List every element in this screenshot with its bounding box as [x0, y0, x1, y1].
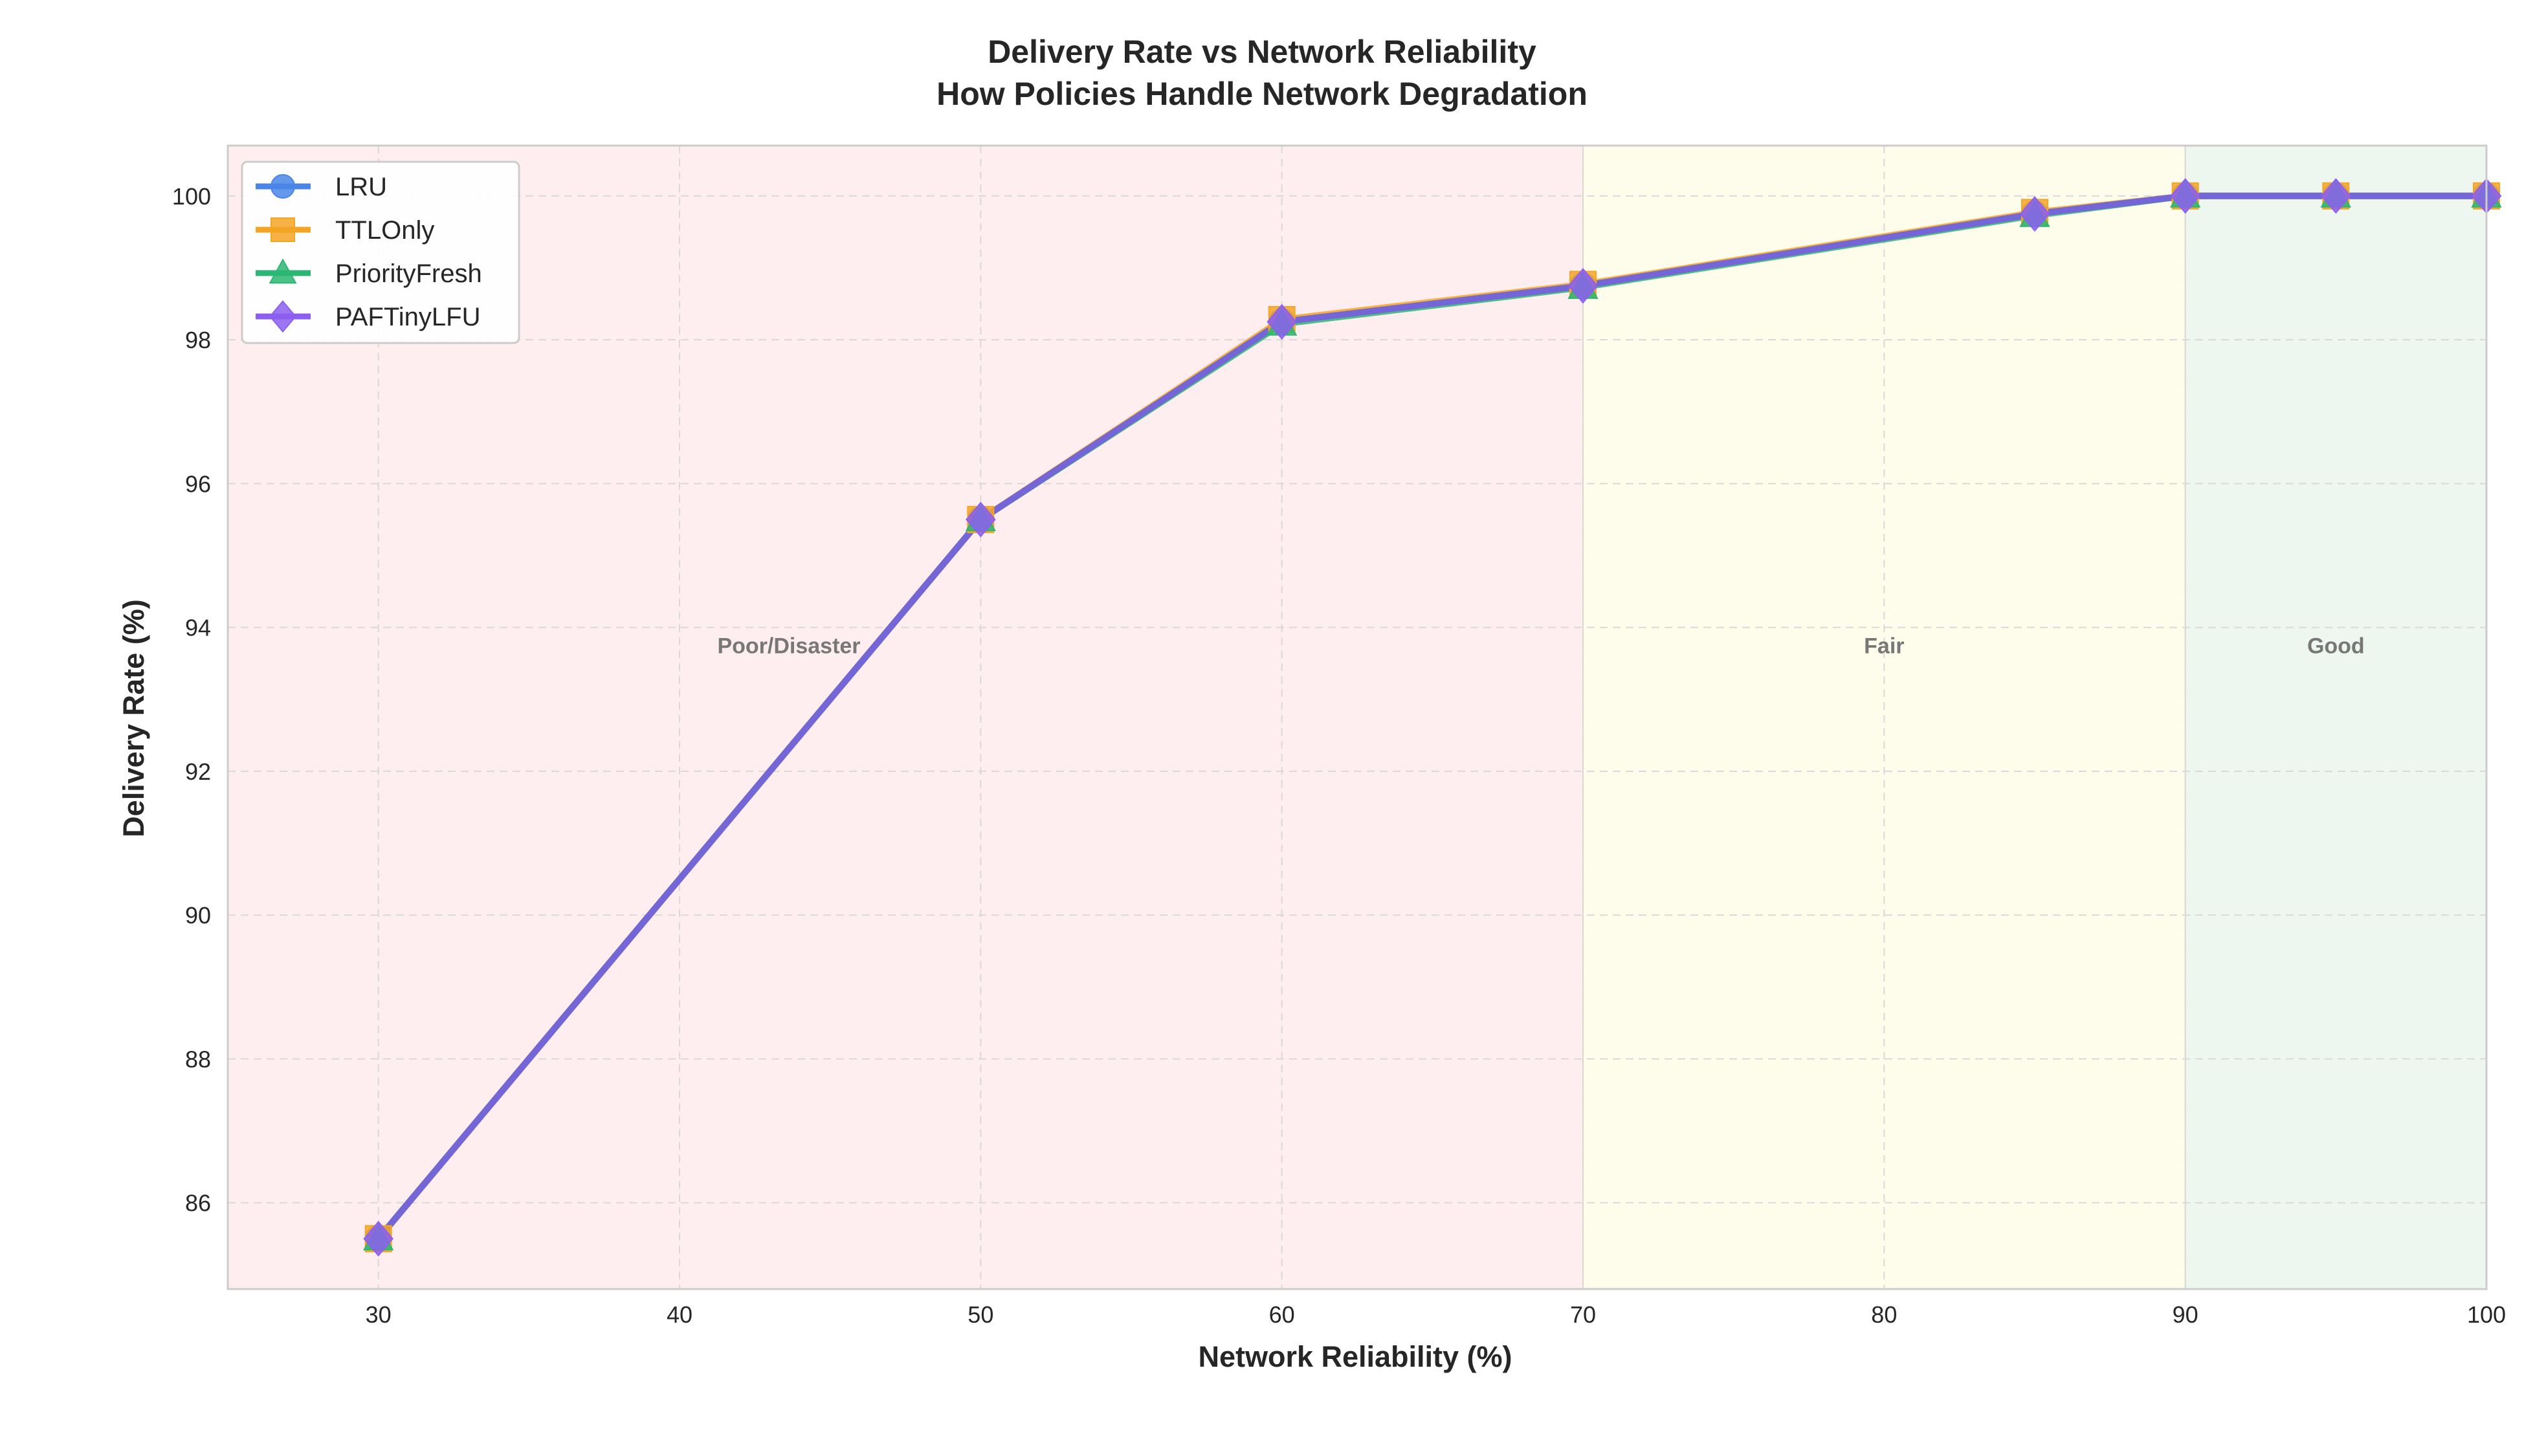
- x-tick-label: 100: [2467, 1301, 2506, 1328]
- point-PAFTinyLFU: [2019, 196, 2050, 232]
- series-line-PAFTinyLFU: [375, 192, 2490, 1242]
- point-PAFTinyLFU: [2170, 178, 2200, 214]
- region-label-1: Fair: [1864, 634, 1904, 658]
- x-tick-label: 60: [1269, 1301, 1295, 1328]
- legend-label-PAFTinyLFU: PAFTinyLFU: [335, 303, 480, 331]
- y-tick-label: 100: [172, 183, 211, 210]
- legend: LRU TTLOnly PriorityFresh PAFTinyLFU: [241, 160, 520, 344]
- region-2: [2185, 146, 2486, 1289]
- point-PAFTinyLFU: [966, 502, 996, 538]
- y-tick-label: 86: [185, 1190, 211, 1217]
- chart-title: Delivery Rate vs Network Reliability: [988, 34, 1536, 70]
- plot-frame: [227, 144, 2488, 1290]
- point-PAFTinyLFU: [1567, 268, 1599, 304]
- x-tick-label: 70: [1570, 1301, 1596, 1328]
- region-labels: Poor/Disaster Fair Good: [717, 634, 2364, 658]
- legend-label-TTLOnly: TTLOnly: [335, 216, 434, 245]
- legend-label-LRU: LRU: [335, 173, 387, 201]
- region-label-2: Good: [2307, 634, 2365, 658]
- y-tick-label: 88: [185, 1046, 211, 1072]
- x-tick-label: 80: [1871, 1301, 1897, 1328]
- series-lines: [375, 192, 2490, 1242]
- legend-marker-LRU: [271, 174, 295, 199]
- legend-marker-PriorityFresh: [269, 258, 297, 284]
- y-tick-label: 96: [185, 470, 211, 497]
- legend-label-PriorityFresh: PriorityFresh: [335, 259, 482, 288]
- x-tick-label: 90: [2173, 1301, 2198, 1328]
- point-PAFTinyLFU: [363, 1220, 393, 1257]
- legend-box: [241, 160, 520, 344]
- y-axis-label: Delivery Rate (%): [117, 599, 150, 837]
- region-label-0: Poor/Disaster: [717, 634, 860, 658]
- point-PAFTinyLFU: [2321, 178, 2351, 214]
- y-tick-label: 92: [185, 758, 211, 785]
- tick-labels: 30 40 50 60 70 80 90 100 86 88 90 92 94 96 98 100: [172, 183, 2506, 1328]
- x-tick-label: 40: [667, 1301, 692, 1328]
- y-tick-label: 90: [185, 902, 211, 929]
- point-PAFTinyLFU: [1267, 303, 1297, 340]
- legend-marker-TTLOnly: [271, 217, 295, 242]
- x-tick-label: 30: [366, 1301, 392, 1328]
- chart-subtitle: How Policies Handle Network Degradation: [936, 76, 1588, 112]
- legend-marker-PAFTinyLFU: [269, 300, 297, 333]
- x-tick-label: 50: [968, 1301, 993, 1328]
- y-tick-label: 94: [185, 615, 211, 641]
- x-axis-label: Network Reliability (%): [1198, 1340, 1512, 1373]
- y-tick-label: 98: [185, 327, 211, 353]
